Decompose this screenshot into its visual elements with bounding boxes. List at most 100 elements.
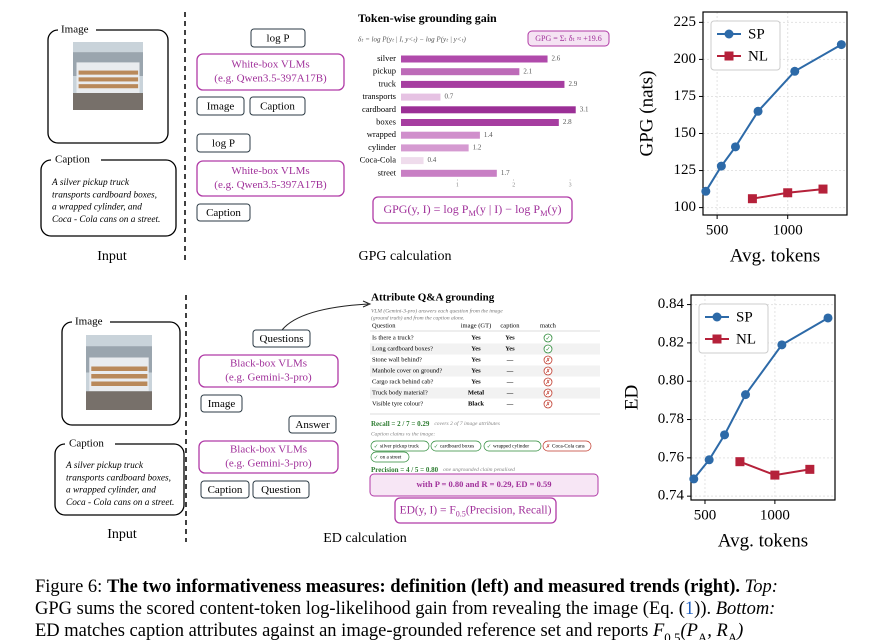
panel-label: ED calculation [323,531,407,546]
bar-label: pickup [373,66,396,76]
value-label: 1.2 [473,144,482,152]
badge [527,30,610,47]
model-label: (e.g. Gemini-3-pro) [225,458,312,470]
value-label: 2.1 [523,67,532,75]
panel-label: GPG calculation [359,249,452,264]
bar-label: transports [362,91,396,101]
image-label: Image [61,24,89,36]
button [200,480,250,499]
button [196,133,251,153]
text-part: The two informativeness measures: defini… [107,577,740,597]
label-bg [72,316,110,328]
value-label: 1.7 [501,169,510,177]
model-label: Black-box VLMs [230,358,307,370]
qa-match: ✗ [545,379,550,386]
bar-label: cardboard [362,104,397,114]
bar [401,106,576,114]
qa-match: ✗ [545,368,550,375]
qa-match: ✗ [545,357,550,364]
model-label: (e.g. Gemini-3-pro) [225,372,312,384]
button [196,203,251,222]
qa-image: Black [468,400,484,407]
marker [689,474,699,484]
metric-value: Recall = 2 / 7 = 0.29 [371,420,430,428]
qa-caption: Yes [505,334,515,341]
button-label: Caption [206,207,241,219]
photo-ground [86,391,152,410]
photo-box [78,70,139,75]
marker [701,186,711,196]
qa-image: Yes [471,356,481,363]
qa-caption: Yes [505,345,515,352]
marker [712,334,722,344]
qa-caption: — [506,389,514,396]
qa-match-icon [543,333,553,343]
qa-row-bg [370,365,600,377]
qa-image: Yes [471,378,481,385]
claim-mark: ✓ [374,444,379,450]
qa-question: Visible tyre colour? [372,400,423,407]
bar [401,68,520,76]
text-part: )). [694,599,711,619]
text-part: , R [707,621,728,640]
y-tick-label: 175 [674,88,697,104]
value-label: 2.6 [552,55,561,63]
qa-match: ✗ [545,401,550,408]
formula: ED(y, I) = F0.5(Precision, Recall) [400,504,552,519]
y-tick-label: 100 [674,199,697,215]
claim-chip [430,440,482,452]
caption-line: a wrapped cylinder, and [66,486,156,496]
formula: δₜ = log P(yₜ | I, y<ₜ) − log P(yₜ | y<ₜ… [358,36,467,44]
photo-box [78,84,139,89]
claim-mark: ✓ [374,455,379,461]
qa-question: Cargo rack behind cab? [372,378,434,385]
text-part: 0.5 [664,630,680,640]
bar [401,93,441,101]
model-box [198,354,339,388]
claim-chip [483,440,542,452]
label-bg [51,154,101,166]
text-part: (y) [548,202,562,216]
caption-line: A silver pickup truck [51,178,130,188]
input-label: Input [97,249,127,264]
image-label: Image [75,316,103,328]
y-tick-label: 150 [674,125,697,141]
text-part: M [540,209,548,218]
photo-box [91,366,148,371]
qa-header: Question [372,322,396,329]
qa-header: match [540,322,557,329]
model-box [196,53,345,91]
qa-subtitle: VLM (Gemini-3-pro) answers each question… [371,307,503,314]
qa-question: Manhole cover on ground? [372,367,442,374]
bar-label: wrapped [367,129,397,139]
qa-match-icon [543,366,553,376]
button-label: Answer [295,419,330,431]
text-part: F [652,621,665,640]
qa-caption: — [506,356,514,363]
metric: Precision = 4 / 5 = 0.80 one ungrounded c… [371,466,515,474]
marker [790,66,800,76]
claim-text: wrapped cylinder [493,444,529,450]
qa-image: Metal [468,389,484,396]
text-part: 0.5 [456,510,466,519]
text-part: (y | I) − log P [476,202,540,216]
claim-text: silver pickup truck [380,444,419,450]
marker [747,194,757,204]
chart-title: Token-wise grounding gain [358,11,497,25]
button [252,480,310,499]
y-tick-label: 225 [674,14,697,30]
button [252,329,311,348]
marker [724,51,734,61]
bar [401,80,565,88]
button-label: Question [261,484,301,496]
y-tick-label: 0.80 [658,373,684,389]
caption-line: Figure 6: The two informativeness measur… [35,577,778,597]
y-axis-label: GPG (nats) [636,70,657,156]
label-bg [58,24,96,36]
button [250,28,306,48]
marker [823,313,833,323]
marker [704,455,714,465]
result-box [369,473,599,497]
text-part: ED matches caption attributes against an… [35,621,653,640]
